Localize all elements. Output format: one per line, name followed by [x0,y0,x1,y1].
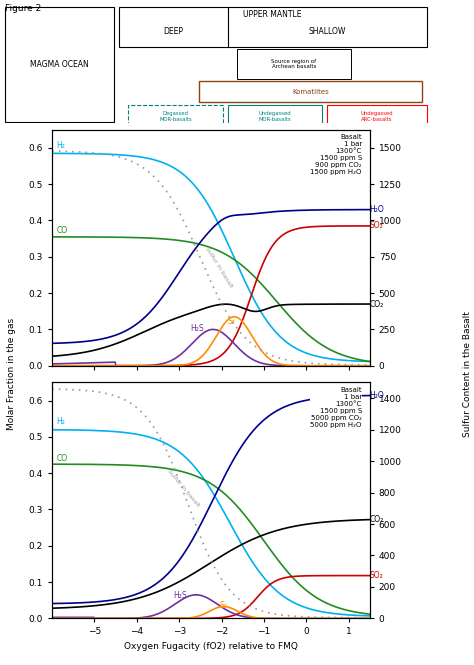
Bar [228,104,322,128]
Text: Sulfur in basalt: Sulfur in basalt [166,468,201,507]
Text: CO₂: CO₂ [370,515,384,524]
Text: CO₂: CO₂ [370,299,384,309]
Bar [5,7,114,122]
Text: MAGMA OCEAN: MAGMA OCEAN [30,60,89,69]
X-axis label: Oxygen Fugacity (fO2) relative to FMQ: Oxygen Fugacity (fO2) relative to FMQ [124,642,298,651]
Text: H₂O: H₂O [370,205,384,214]
Text: H₂O: H₂O [370,391,384,400]
Text: S₂: S₂ [228,317,236,326]
Text: Basalt
1 bar
1300°C
1500 ppm S
900 ppm CO₂
1500 ppm H₂O: Basalt 1 bar 1300°C 1500 ppm S 900 ppm C… [310,134,362,176]
Text: UPPER MANTLE: UPPER MANTLE [243,10,302,19]
Text: Source region of
Archean basalts: Source region of Archean basalts [271,59,317,69]
Text: CO: CO [56,454,67,463]
Text: Sulfur Content in the Basalt: Sulfur Content in the Basalt [463,311,472,437]
Text: SO₂: SO₂ [370,221,383,231]
Text: Sulfur in basalt: Sulfur in basalt [205,246,234,289]
Bar [199,81,422,102]
Text: H₂S: H₂S [173,591,186,600]
Text: H₂S: H₂S [190,325,203,333]
Text: H₂: H₂ [56,141,65,150]
Bar [118,7,427,47]
Text: Figure 2: Figure 2 [5,4,41,13]
Bar [327,104,427,128]
Text: Komatiites: Komatiites [292,88,329,94]
Text: Basalt
1 bar
1300°C
1500 ppm S
5000 ppm CO₂
5000 ppm H₂O: Basalt 1 bar 1300°C 1500 ppm S 5000 ppm … [310,387,362,428]
Text: SO₂: SO₂ [370,571,383,580]
Bar [128,104,223,128]
Bar [237,49,351,78]
Text: Molar Fraction in the gas: Molar Fraction in the gas [8,318,16,430]
Text: Undegassed
ARC-basalts: Undegassed ARC-basalts [361,111,393,122]
Text: H₂: H₂ [56,418,65,426]
Text: Undegassed
MOR-basalts: Undegassed MOR-basalts [258,111,292,122]
Text: CO: CO [56,226,67,235]
Text: SHALLOW: SHALLOW [309,27,346,37]
Text: Degassed
MOR-basalts: Degassed MOR-basalts [159,111,192,122]
Text: S₂: S₂ [219,601,227,610]
Text: DEEP: DEEP [163,27,183,37]
